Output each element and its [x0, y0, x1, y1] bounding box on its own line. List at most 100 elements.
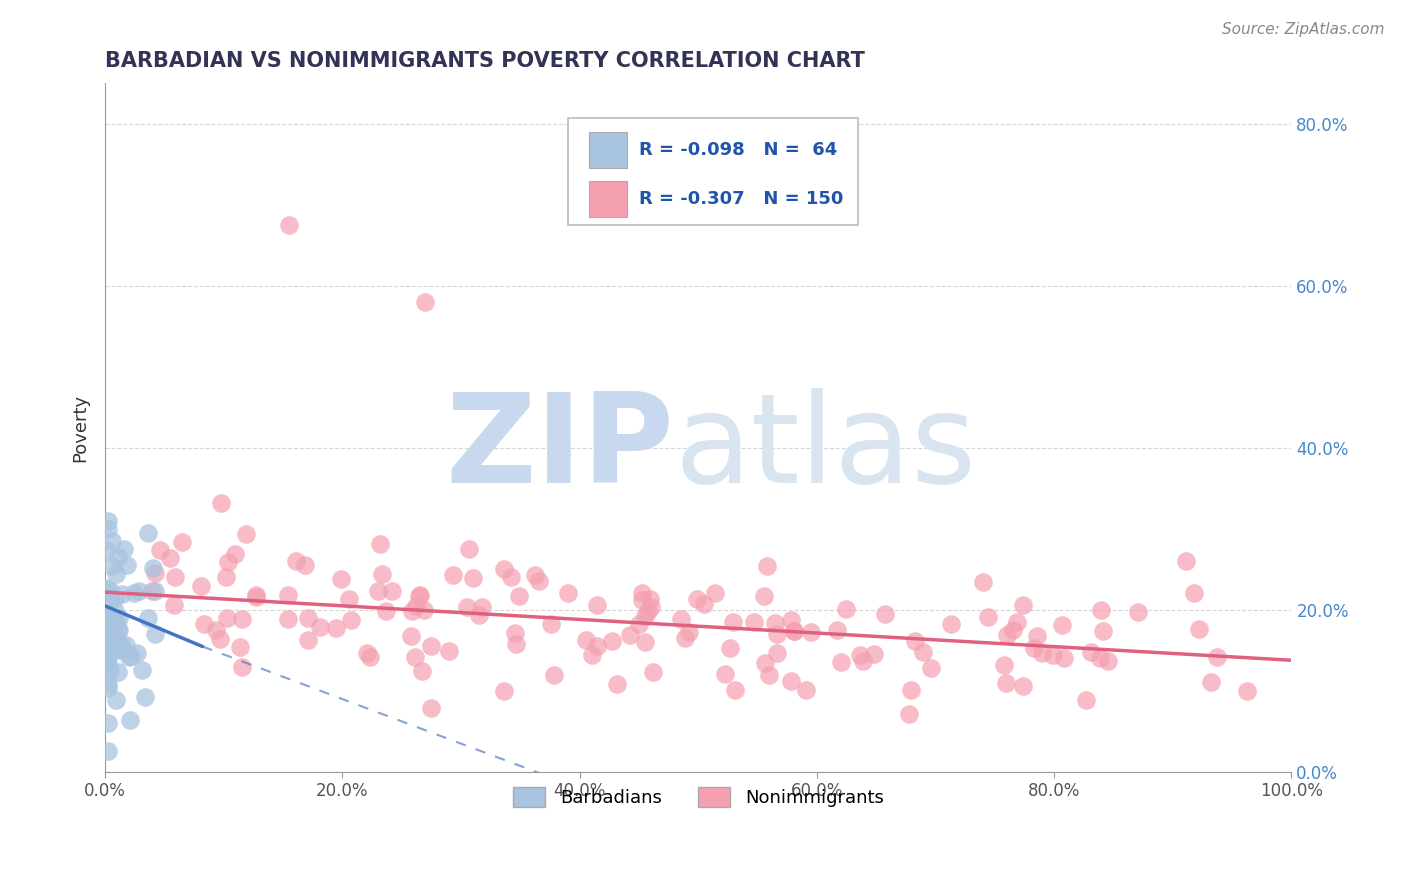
- Point: [897, 707, 920, 722]
- Point: [409, 588, 432, 602]
- Point: [673, 631, 696, 645]
- Point: [703, 586, 725, 600]
- FancyBboxPatch shape: [589, 181, 627, 217]
- Point: [399, 629, 422, 643]
- Point: [94, 640, 117, 655]
- Point: [122, 586, 145, 600]
- Point: [359, 649, 381, 664]
- Point: [754, 656, 776, 670]
- Point: [127, 646, 149, 660]
- Point: [1002, 624, 1025, 638]
- Point: [492, 562, 515, 576]
- Point: [143, 566, 166, 581]
- Point: [94, 582, 117, 596]
- Point: [994, 676, 1017, 690]
- Point: [217, 611, 239, 625]
- Point: [634, 608, 657, 623]
- Point: [356, 646, 378, 660]
- Point: [456, 600, 478, 615]
- Point: [471, 600, 494, 615]
- Point: [368, 537, 391, 551]
- Point: [371, 567, 394, 582]
- Point: [640, 600, 662, 615]
- Point: [229, 640, 252, 654]
- Point: [1090, 651, 1112, 665]
- Point: [96, 651, 118, 665]
- Point: [297, 632, 319, 647]
- Legend: Barbadians, Nonimmigrants: Barbadians, Nonimmigrants: [506, 780, 891, 814]
- Point: [508, 589, 530, 603]
- Point: [100, 628, 122, 642]
- Point: [619, 628, 641, 642]
- Point: [627, 617, 650, 632]
- Point: [977, 610, 1000, 624]
- Point: [100, 619, 122, 633]
- Point: [94, 623, 117, 637]
- Point: [97, 681, 120, 695]
- Point: [780, 673, 803, 688]
- Point: [193, 617, 215, 632]
- Point: [575, 633, 598, 648]
- Point: [96, 634, 118, 648]
- Point: [972, 574, 994, 589]
- Point: [278, 218, 301, 232]
- Point: [309, 620, 332, 634]
- Point: [529, 574, 551, 589]
- Point: [100, 645, 122, 659]
- Point: [208, 632, 231, 647]
- Point: [461, 571, 484, 585]
- Point: [103, 613, 125, 627]
- Point: [134, 690, 156, 705]
- Point: [586, 639, 609, 653]
- Point: [340, 613, 363, 627]
- Point: [503, 625, 526, 640]
- Point: [294, 558, 316, 573]
- Point: [277, 611, 299, 625]
- Point: [714, 667, 737, 681]
- Point: [494, 683, 516, 698]
- Point: [600, 634, 623, 648]
- Point: [100, 591, 122, 606]
- Point: [779, 613, 801, 627]
- Point: [245, 591, 267, 605]
- Point: [172, 534, 194, 549]
- Point: [231, 612, 253, 626]
- Point: [505, 637, 527, 651]
- Point: [104, 604, 127, 618]
- Point: [163, 570, 186, 584]
- Point: [783, 624, 806, 638]
- FancyBboxPatch shape: [568, 118, 859, 225]
- Point: [586, 598, 609, 612]
- Point: [1042, 648, 1064, 663]
- Point: [641, 665, 664, 680]
- Point: [1188, 622, 1211, 636]
- Point: [143, 583, 166, 598]
- Point: [100, 664, 122, 678]
- Point: [204, 623, 226, 637]
- Point: [1005, 615, 1028, 630]
- Point: [277, 588, 299, 602]
- Point: [458, 541, 481, 556]
- Point: [1080, 645, 1102, 659]
- Text: Source: ZipAtlas.com: Source: ZipAtlas.com: [1222, 22, 1385, 37]
- Point: [800, 624, 823, 639]
- Point: [678, 625, 700, 640]
- Point: [141, 583, 163, 598]
- Point: [863, 647, 886, 661]
- Point: [136, 611, 159, 625]
- Point: [995, 627, 1018, 641]
- Point: [763, 615, 786, 630]
- Point: [557, 586, 579, 600]
- Point: [911, 645, 934, 659]
- Point: [920, 661, 942, 675]
- Point: [724, 683, 747, 698]
- Point: [499, 570, 522, 584]
- Point: [107, 624, 129, 638]
- Point: [796, 682, 818, 697]
- Point: [1092, 624, 1115, 639]
- Point: [830, 655, 852, 669]
- Point: [215, 569, 238, 583]
- Point: [685, 592, 707, 607]
- Point: [900, 682, 922, 697]
- Point: [405, 599, 427, 614]
